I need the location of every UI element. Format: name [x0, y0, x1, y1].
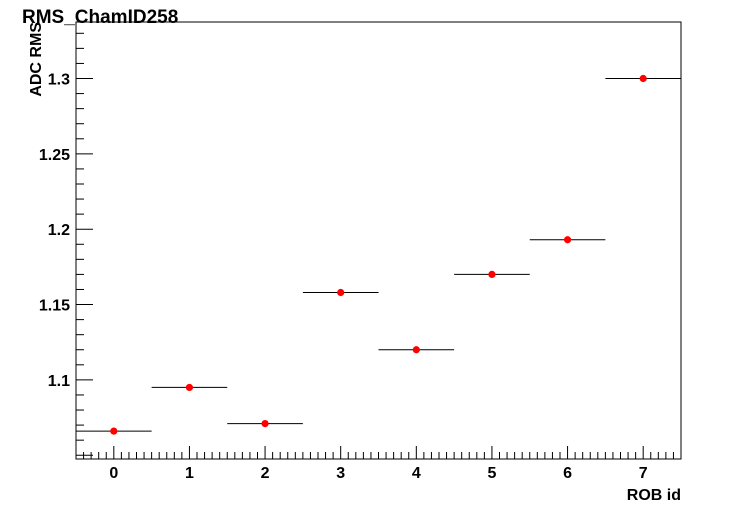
data-point: [185, 383, 194, 392]
x-tick-label: 0: [109, 465, 118, 482]
y-tick-label: 1.1: [48, 373, 70, 390]
x-tick-label: 1: [185, 465, 194, 482]
y-tick-label: 1.3: [48, 72, 70, 89]
y-tick-label: 1.15: [39, 298, 70, 315]
x-tick-label: 2: [261, 465, 270, 482]
data-point: [110, 427, 118, 435]
data-point: [337, 288, 345, 297]
x-axis: 0 1 2 3 4 5 6 7: [75, 446, 682, 482]
data-point: [261, 419, 269, 428]
y-axis-label: ADC RMS: [28, 22, 45, 97]
x-tick-label: 6: [563, 465, 572, 482]
data-point: [412, 346, 420, 354]
x-tick-label: 3: [336, 465, 345, 482]
x-tick-label: 7: [639, 465, 648, 482]
x-tick-label: 4: [412, 465, 421, 482]
data-point: [488, 270, 496, 279]
data-point: [563, 236, 572, 244]
y-tick-label: 1.2: [48, 222, 70, 239]
y-axis: 1.1 1.15 1.2 1.25 1.3: [39, 32, 93, 456]
plot-frame: [75, 21, 682, 460]
x-tick-label: 5: [487, 465, 496, 482]
data-points: [76, 74, 681, 435]
chart-title: RMS_ChamID258: [22, 7, 178, 28]
y-tick-label: 1.25: [39, 147, 70, 164]
x-axis-label: ROB id: [627, 487, 681, 504]
data-point: [639, 74, 647, 83]
